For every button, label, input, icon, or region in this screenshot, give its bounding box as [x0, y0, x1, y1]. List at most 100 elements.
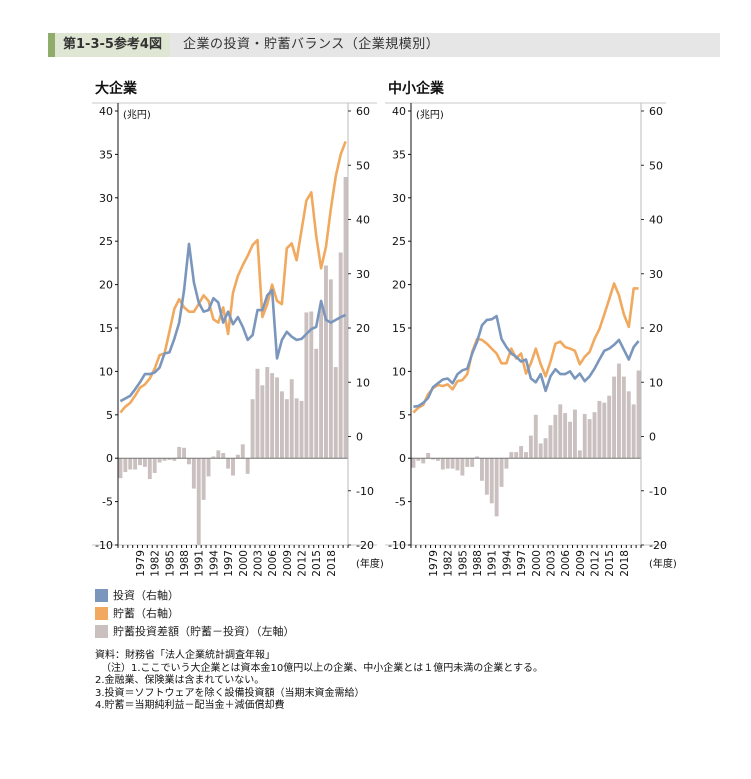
large-left-tick-label: 35	[99, 148, 113, 161]
large-x-tick-label: 2009	[282, 550, 294, 577]
sme-x-tick-label: 1982	[443, 550, 455, 577]
sme-left-tick-label: 20	[392, 279, 406, 292]
legend-label-investment: 投資（右軸）	[113, 589, 179, 602]
sme-right-tick-label: -20	[649, 539, 667, 552]
large-bar	[231, 458, 235, 476]
legend-item-savings: 貯蓄（右軸）	[95, 604, 295, 622]
large-bar	[314, 348, 319, 459]
large-bar	[279, 391, 284, 459]
header-accent	[48, 33, 55, 57]
sme-right-tick-label: 10	[649, 376, 663, 389]
note-1: （注）1.ここでいう大企業とは資本金10億円以上の企業、中小企業とは１億円未満の…	[101, 662, 543, 674]
large-x-tick-label: 1997	[223, 550, 235, 577]
sme-left-tick-label: 40	[392, 105, 406, 118]
sme-bar	[460, 458, 465, 476]
sme-x-tick-label: 1997	[516, 550, 528, 577]
large-right-tick-label: -10	[356, 485, 374, 498]
large-bar	[201, 458, 206, 500]
large-left-tick-label: 15	[99, 322, 113, 335]
large-bar	[221, 452, 226, 459]
sme-bar	[431, 458, 435, 460]
sme-bar	[587, 419, 592, 459]
large-right-tick-label: 50	[356, 159, 370, 172]
sme-bar	[592, 412, 597, 459]
large-bar	[211, 456, 216, 459]
large-x-tick-label: 1985	[164, 550, 176, 577]
large-left-tick-label: 10	[99, 365, 113, 378]
note-2: 2.金融業、保険業は含まれていない。	[95, 675, 265, 686]
sme-right-tick-label: 0	[649, 431, 656, 444]
sme-bar	[602, 402, 607, 459]
large-left-tick-label: 25	[99, 235, 113, 248]
sme-x-tick-label: 2006	[560, 550, 572, 577]
large-bar	[255, 368, 260, 459]
large-left-tick-label: 0	[106, 452, 113, 465]
large-right-tick-label: 10	[356, 376, 370, 389]
sme-left-tick-label: 30	[392, 192, 406, 205]
sme-bar	[416, 458, 421, 461]
large-x-tick-label: 2003	[253, 550, 265, 577]
large-left-tick-label: -5	[102, 496, 113, 509]
legend-swatch-gap	[95, 624, 108, 638]
sme-right-tick-label: -10	[649, 485, 667, 498]
sme-right-tick-label: 50	[649, 159, 663, 172]
sme-bar	[572, 409, 577, 459]
large-unit-label: (兆円)	[123, 109, 151, 121]
sme-bar	[636, 370, 641, 459]
sme-bar	[450, 458, 455, 469]
sme-bar	[426, 452, 431, 459]
large-bar	[152, 458, 157, 473]
sme-bar	[626, 391, 631, 459]
sme-left-tick-label: 5	[399, 409, 406, 422]
sme-bar	[617, 363, 621, 459]
sme-line-savings	[412, 282, 639, 414]
large-bar	[118, 458, 123, 479]
sme-x-tick-label: 2000	[531, 550, 543, 577]
notes: 資料：財務省「法人企業統計調査年報」 （注）1.ここでいう大企業とは資本金10億…	[95, 650, 543, 713]
sme-bar	[631, 404, 636, 459]
large-bar	[270, 373, 275, 459]
large-x-tick-label: 2000	[238, 550, 250, 577]
large-x-tick-label: 2015	[311, 550, 323, 577]
sme-x-tick-label: 1985	[457, 550, 469, 577]
sme-bar	[514, 452, 519, 459]
sme-left-tick-label: 10	[392, 365, 406, 378]
sme-bar	[489, 458, 494, 504]
sme-x-tick-label: 2009	[575, 550, 587, 577]
large-left-tick-label: 5	[106, 409, 113, 422]
large-bar	[162, 458, 167, 461]
large-right-tick-label: 40	[356, 214, 370, 227]
figure-header: 第1-3-5参考4図 企業の投資・貯蓄バランス（企業規模別）	[48, 33, 720, 57]
sme-bar	[484, 458, 489, 495]
legend-label-gap: 貯蓄投資差額（貯蓄－投資）（左軸）	[113, 625, 295, 638]
large-bar	[206, 458, 211, 477]
sme-bar	[470, 458, 475, 467]
large-bar	[157, 458, 162, 463]
figure-title: 企業の投資・貯蓄バランス（企業規模別）	[183, 37, 440, 52]
large-x-tick-label: 1979	[135, 550, 147, 577]
sme-bar	[558, 404, 563, 459]
large-bar	[177, 446, 182, 459]
sme-bar	[528, 435, 533, 459]
large-bar	[133, 458, 138, 470]
legend-item-gap: 貯蓄投資差額（貯蓄－投資）（左軸）	[95, 622, 295, 640]
sme-bar	[582, 413, 587, 459]
sme-x-tick-label: 2003	[546, 550, 558, 577]
large-right-tick-label: 30	[356, 268, 370, 281]
large-bar	[328, 279, 333, 459]
sme-bar	[568, 421, 572, 459]
large-right-tick-label: 20	[356, 322, 370, 335]
sme-bar	[411, 458, 416, 468]
sme-right-tick-label: 40	[649, 214, 663, 227]
large-right-tick-label: -20	[356, 539, 374, 552]
sme-bar	[445, 458, 450, 469]
large-left-tick-label: 40	[99, 105, 113, 118]
sme-bar	[577, 450, 582, 459]
sme-bar	[465, 458, 470, 467]
chart-title-large: 大企業	[95, 81, 137, 97]
sme-x-tick-label: 2018	[619, 550, 631, 577]
large-bar	[265, 367, 270, 459]
sme-bar	[538, 443, 543, 459]
large-bar	[338, 252, 343, 459]
legend-swatch-investment	[95, 588, 108, 602]
